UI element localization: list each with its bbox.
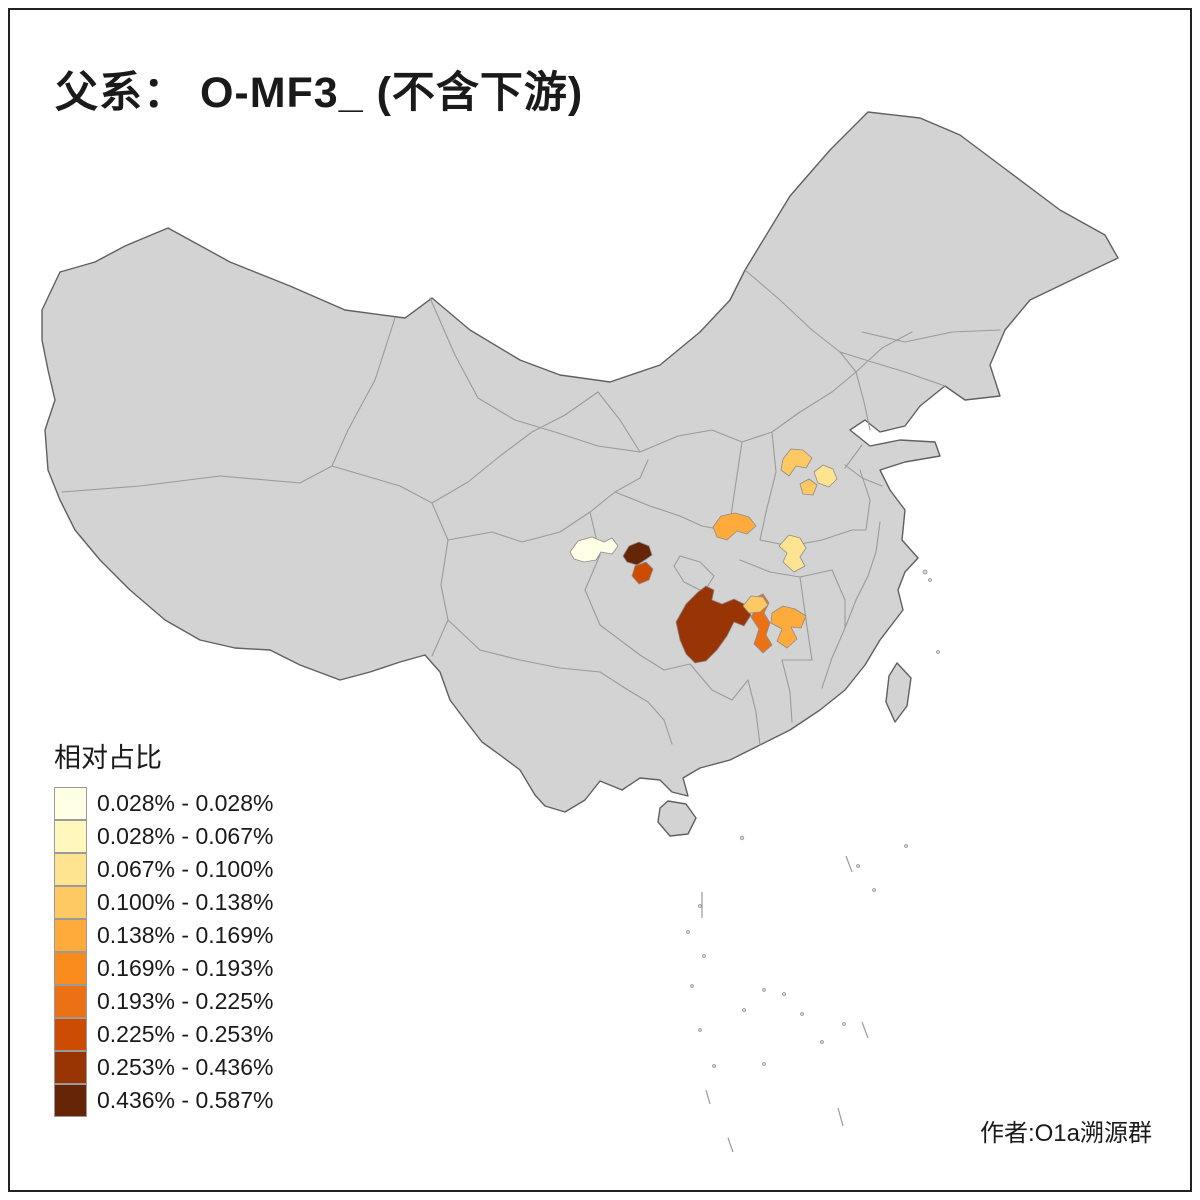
- legend-title: 相对占比: [54, 743, 162, 773]
- islet-dot: [782, 992, 786, 996]
- legend-swatch: [54, 820, 87, 853]
- legend-label: 0.169% - 0.193%: [97, 955, 274, 981]
- legend-item: 0.436% - 0.587%: [54, 1084, 273, 1117]
- islet-dot: [936, 650, 940, 654]
- south-china-sea-islets: [686, 569, 940, 1153]
- islet-dot: [856, 864, 860, 868]
- legend-item: 0.169% - 0.193%: [54, 952, 273, 985]
- islet-dot: [702, 954, 706, 958]
- legend-swatch: [54, 1051, 87, 1084]
- legend-label: 0.067% - 0.100%: [97, 856, 274, 882]
- boundary-dashes: [701, 855, 869, 1153]
- legend-swatch: [54, 1018, 87, 1051]
- islet-dot: [762, 1062, 766, 1066]
- islet-dot: [698, 1028, 702, 1032]
- highlighted-region-gold-small: [742, 595, 769, 614]
- legend: 相对占比 0.028% - 0.028% 0.028% - 0.067% 0.0…: [54, 736, 273, 1117]
- islet-dot: [820, 1040, 824, 1044]
- legend-swatch: [54, 1084, 87, 1117]
- legend-swatch: [54, 886, 87, 919]
- legend-item: 0.138% - 0.169%: [54, 919, 273, 952]
- legend-item: 0.225% - 0.253%: [54, 1018, 273, 1051]
- legend-label: 0.253% - 0.436%: [97, 1054, 274, 1080]
- legend-item: 0.193% - 0.225%: [54, 985, 273, 1018]
- islet-dot: [922, 569, 928, 575]
- china-mainland-outline: [41, 111, 1119, 813]
- legend-label: 0.100% - 0.138%: [97, 889, 274, 915]
- highlighted-region-north-hubei: [778, 534, 807, 573]
- legend-item: 0.253% - 0.436%: [54, 1051, 273, 1084]
- highlighted-region-dark-orange: [631, 561, 654, 585]
- legend-item: 0.028% - 0.067%: [54, 820, 273, 853]
- highlighted-region-guizhou: [675, 585, 752, 664]
- legend-swatch: [54, 952, 87, 985]
- legend-swatch: [54, 985, 87, 1018]
- legend-swatch: [54, 787, 87, 820]
- islet-dot: [800, 1012, 804, 1016]
- legend-label: 0.193% - 0.225%: [97, 988, 274, 1014]
- highlighted-region-henan-mid: [799, 478, 818, 496]
- highlighted-region-henan-east: [813, 464, 838, 488]
- highlighted-region-central-hunan: [770, 605, 807, 649]
- legend-item: 0.100% - 0.138%: [54, 886, 273, 919]
- highlighted-region-hubei: [712, 512, 757, 541]
- page-title: 父系： O-MF3_ (不含下游): [55, 69, 584, 117]
- islet-dot: [742, 1008, 746, 1012]
- legend-label: 0.225% - 0.253%: [97, 1021, 274, 1047]
- legend-label: 0.138% - 0.169%: [97, 922, 274, 948]
- author-credit: 作者:O1a溯源群: [979, 1120, 1152, 1147]
- legend-label: 0.028% - 0.067%: [97, 823, 274, 849]
- islet-dot: [842, 1022, 846, 1026]
- islet-dot: [690, 984, 694, 988]
- islet-dot: [872, 888, 876, 892]
- islet-dot: [686, 930, 690, 934]
- legend-label: 0.028% - 0.028%: [97, 790, 274, 816]
- islet-dot: [698, 904, 702, 908]
- highlighted-region-sichuan-pale: [569, 536, 619, 563]
- islet-dot: [928, 578, 932, 582]
- highlighted-region-darkest: [622, 541, 653, 566]
- highlighted-region-henan-west: [780, 448, 813, 477]
- islet-dot: [762, 988, 766, 992]
- islet-dot: [712, 1064, 716, 1068]
- hainan-island: [657, 800, 697, 837]
- legend-item: 0.028% - 0.028%: [54, 787, 273, 820]
- islet-dot: [904, 844, 908, 848]
- legend-swatch: [54, 919, 87, 952]
- islet-dot: [739, 835, 745, 841]
- taiwan-island: [885, 662, 912, 723]
- highlighted-regions: [569, 448, 838, 664]
- legend-item: 0.067% - 0.100%: [54, 853, 273, 886]
- legend-label: 0.436% - 0.587%: [97, 1087, 274, 1113]
- legend-swatch: [54, 853, 87, 886]
